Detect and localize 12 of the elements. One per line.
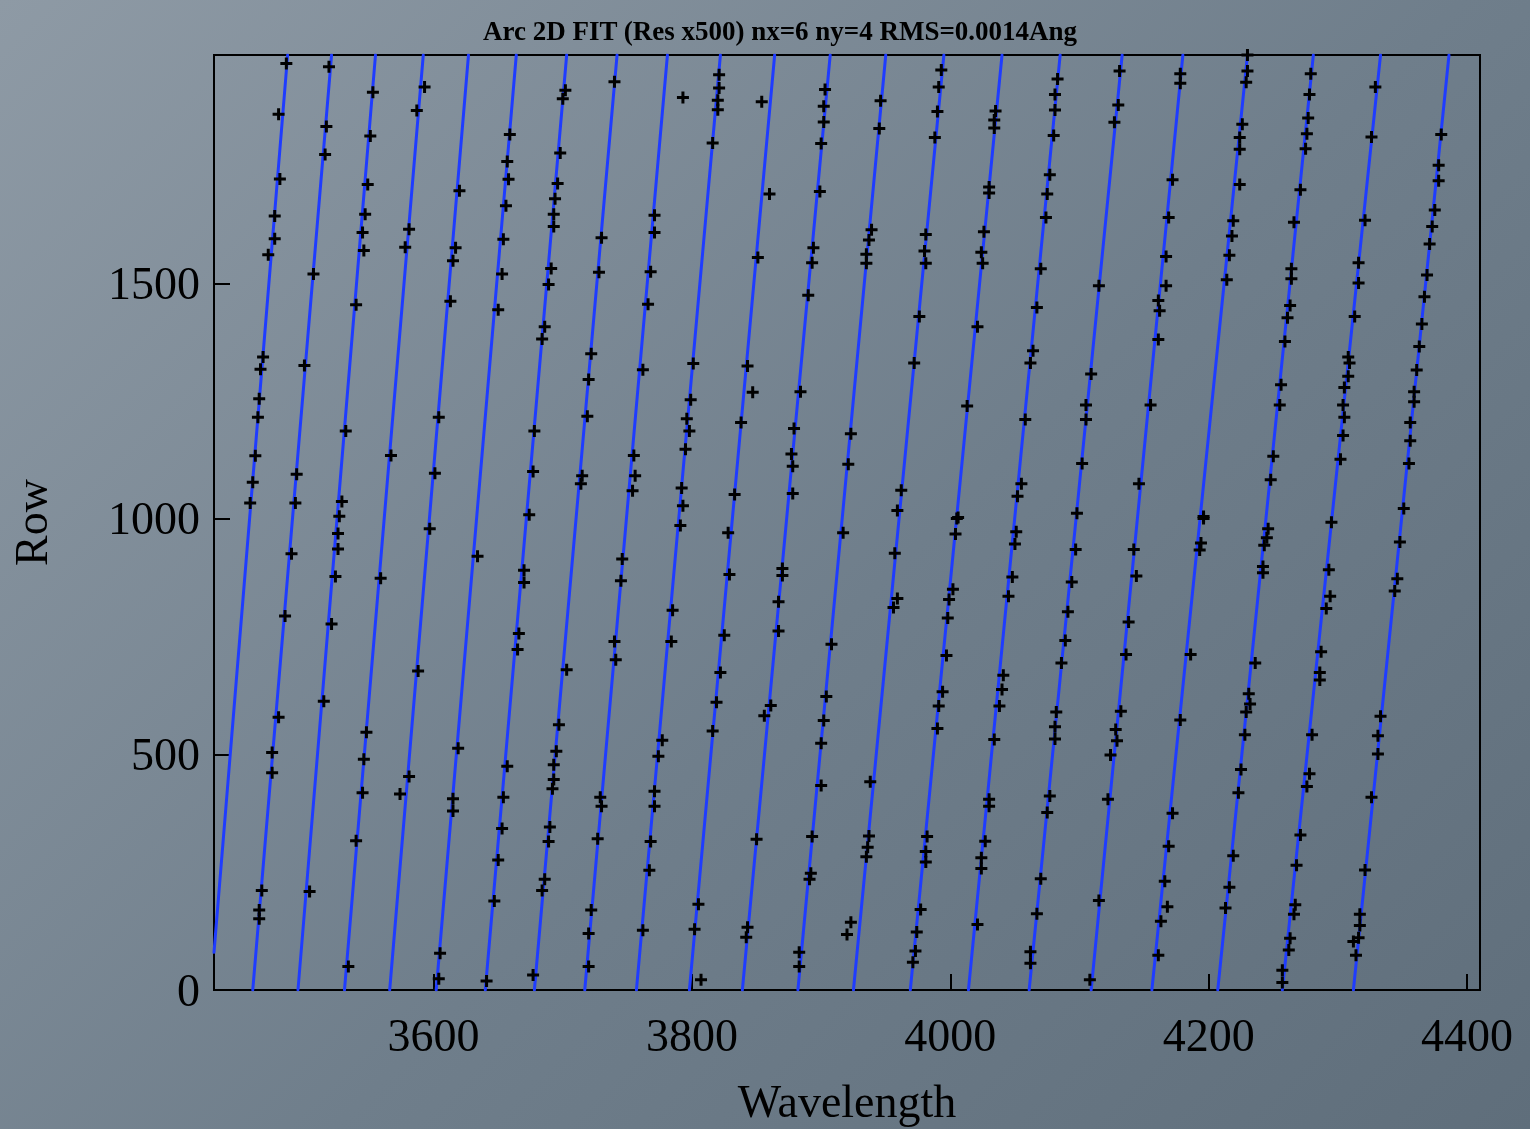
x-tick-label: 4000: [904, 1009, 997, 1061]
x-tick-label: 4200: [1162, 1009, 1255, 1061]
x-axis-title: Wavelength: [737, 1075, 957, 1127]
y-tick-label: 1000: [108, 493, 200, 545]
y-tick-label: 1500: [108, 257, 200, 309]
x-tick-label: 4400: [1421, 1009, 1514, 1061]
y-tick-label: 0: [177, 964, 200, 1016]
y-axis-title: Row: [5, 478, 57, 566]
x-tick-label: 3600: [387, 1009, 480, 1061]
chart-title: Arc 2D FIT (Res x500) nx=6 ny=4 RMS=0.0014Ang: [482, 15, 1078, 46]
x-tick-label: 3800: [645, 1009, 738, 1061]
y-tick-label: 500: [131, 728, 200, 780]
